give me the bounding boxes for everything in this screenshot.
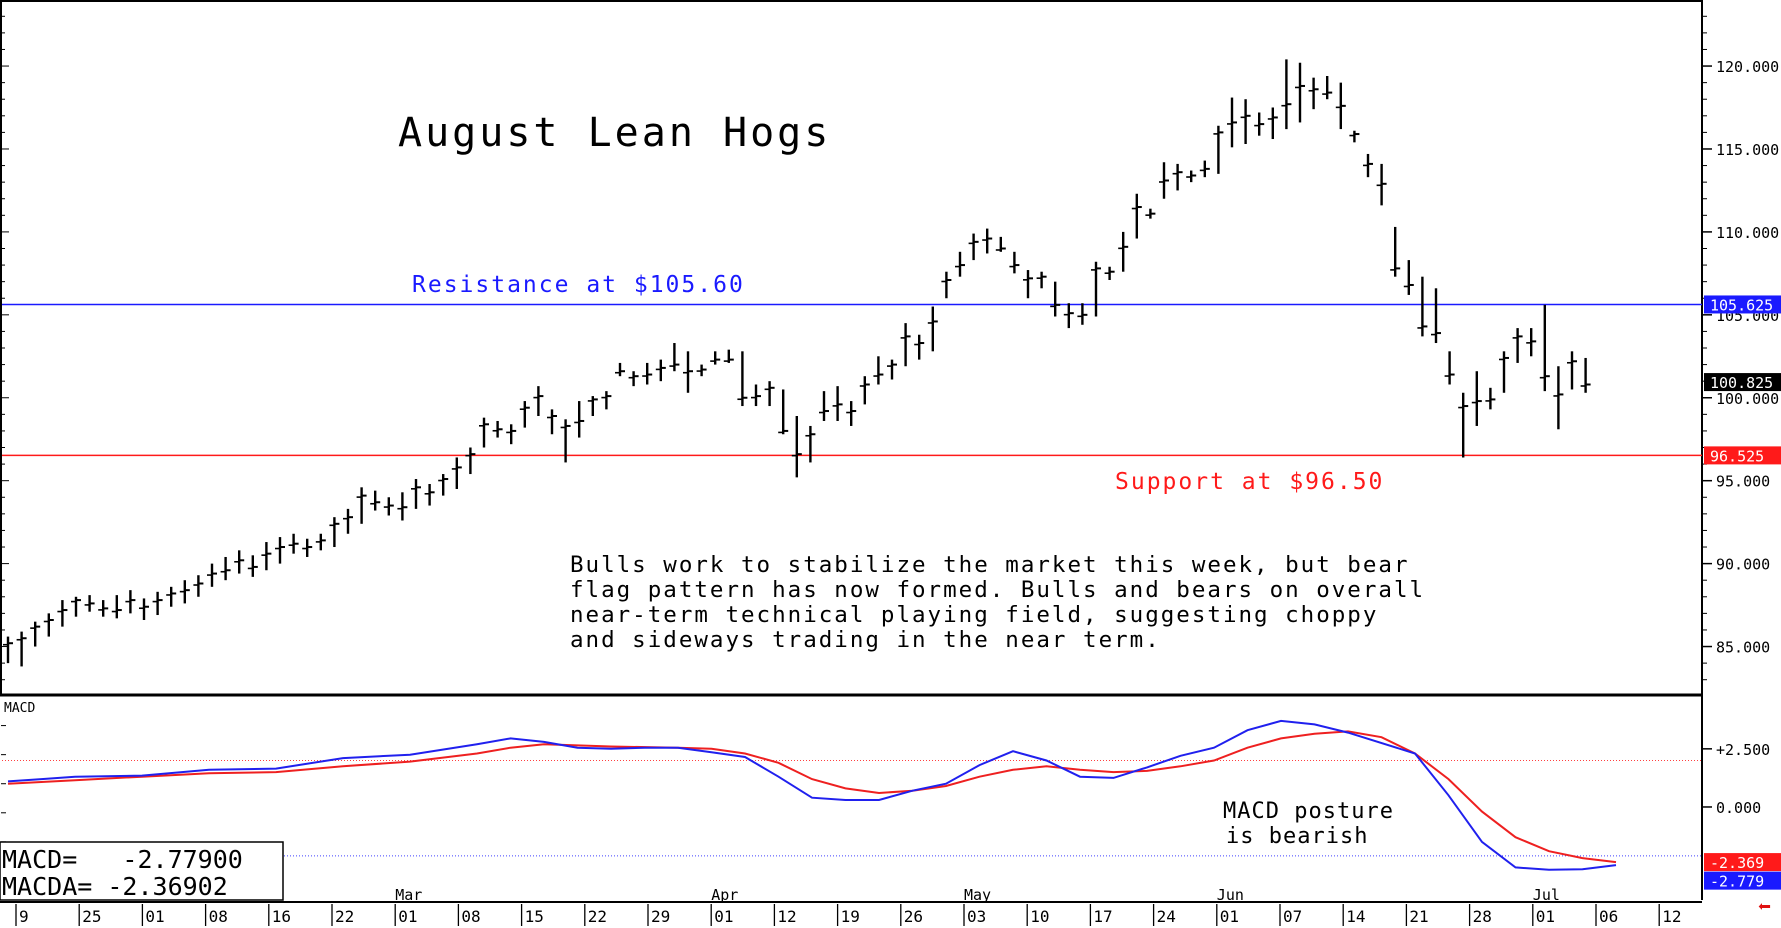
resistance-tag: 105.625 [1710,296,1773,314]
macd-annotation: is bearish [1226,824,1368,849]
date-tick-label: 07 [1283,907,1302,926]
price-tick-label: 90.000 [1716,556,1770,574]
support-tag: 96.525 [1710,447,1764,465]
date-tick-label: 21 [1409,907,1428,926]
month-label: Jul [1533,886,1560,904]
date-tick-label: 06 [1599,907,1618,926]
macd-tag-box [1704,871,1781,890]
last-price-tag: 100.825 [1710,374,1773,392]
macd-tag: -2.779 [1710,873,1764,891]
price-panel-frame [0,0,1703,696]
price-tick-label: 95.000 [1716,473,1770,491]
date-tick-label: 28 [1473,907,1492,926]
price-tick-label: 115.000 [1716,141,1779,159]
price-axis: 120.000115.000110.000105.000100.00095.00… [1,15,1779,681]
date-tick-label: 12 [777,907,796,926]
date-tick-label: 14 [1346,907,1365,926]
macd-panel-title: MACD [4,701,35,716]
date-tick-label: 17 [1093,907,1112,926]
date-tick-label: 16 [272,907,291,926]
month-label: Mar [395,886,422,904]
macd-value-box [0,841,284,901]
date-tick-label: 01 [398,907,417,926]
date-tick-label: 10 [1030,907,1049,926]
support-tag-box [1704,446,1781,465]
chart-title: August Lean Hogs [398,110,831,156]
macd-tick-label: +2.500 [1716,741,1770,759]
macd-lines [7,719,1617,871]
date-tick-label: 22 [335,907,354,926]
date-tick-label: 08 [461,907,480,926]
axis-tags: 105.625 100.825 96.525 -2.369-2.779 [1704,295,1781,891]
date-tick-label: 29 [651,907,670,926]
macda-tag: -2.369 [1710,854,1764,872]
annotation-line: flag pattern has now formed. Bulls and b… [570,577,1425,603]
macd-annotation: MACD posture [1223,799,1394,824]
price-tick-label: 120.000 [1716,58,1779,76]
date-tick-label: 12 [1662,907,1681,926]
date-tick-label: 19 [841,907,860,926]
macd-series-line [7,730,1617,864]
date-tick-label: 01 [714,907,733,926]
annotation-line: and sideways trading in the near term. [570,627,1161,653]
month-label: Apr [711,886,738,904]
resistance-label: Resistance at $105.60 [412,272,745,298]
price-tick-label: 100.000 [1716,390,1779,408]
macda-value: MACDA= -2.36902 [2,872,228,901]
last-price-tag-box [1704,373,1781,392]
annotation-line: near-term technical playing field, sugge… [570,602,1378,628]
macd-value: MACD= -2.77900 [2,845,243,874]
date-tick-label: 01 [145,907,164,926]
date-tick-label: 25 [82,907,101,926]
resistance-tag-box [1704,295,1781,314]
month-label: Jun [1217,886,1244,904]
annotation-line: Bulls work to stabilize the market this … [570,552,1410,578]
price-tick-label: 110.000 [1716,224,1779,242]
scroll-left-arrow-icon[interactable]: ⬅ [1757,895,1771,920]
date-axis: 9 25 01 08 16 22 01 08 15 22 29 01 12 19 26 03 10 17 24 01 0… [15,886,1681,926]
date-tick-label: 22 [588,907,607,926]
date-tick-label: 15 [525,907,544,926]
macd-axis: +2.500 0.000 [1,725,1770,901]
price-tick-label: 85.000 [1716,639,1770,657]
date-tick-label: 01 [1220,907,1239,926]
date-tick-label: 03 [967,907,986,926]
date-tick-label: 26 [904,907,923,926]
date-tick-label: 01 [1536,907,1555,926]
macda-tag-box [1704,853,1781,872]
support-resistance-lines [2,303,1702,457]
price-bars [3,59,1591,667]
month-label: May [964,886,991,904]
date-tick-label: 24 [1157,907,1176,926]
date-tick-label: 08 [209,907,228,926]
support-label: Support at $96.50 [1115,469,1384,495]
macd-series-line [7,719,1617,871]
macd-tick-label: 0.000 [1716,799,1761,817]
date-tick-label: 9 [19,907,29,926]
